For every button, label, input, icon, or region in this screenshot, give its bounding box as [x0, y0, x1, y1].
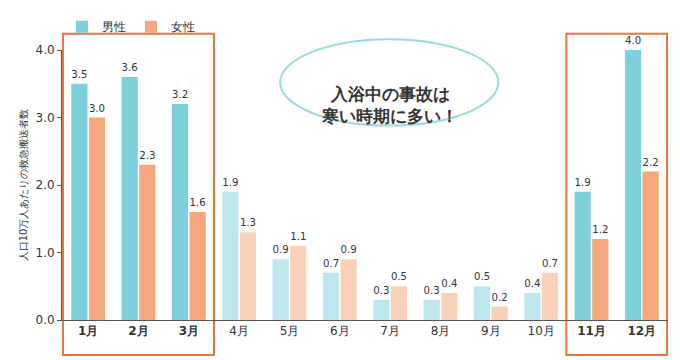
svg-text:人口10万人あたりの救急搬送者数: 人口10万人あたりの救急搬送者数	[18, 109, 29, 262]
svg-text:4.0: 4.0	[36, 43, 55, 57]
svg-text:3月: 3月	[179, 324, 199, 338]
svg-text:3.0: 3.0	[36, 111, 55, 125]
svg-text:2.2: 2.2	[643, 157, 659, 168]
svg-text:6月: 6月	[330, 324, 350, 338]
svg-text:12月: 12月	[627, 324, 656, 338]
svg-text:1.9: 1.9	[575, 177, 591, 188]
svg-text:0.9: 0.9	[341, 244, 357, 255]
svg-text:4.0: 4.0	[625, 35, 641, 46]
svg-text:0.5: 0.5	[391, 271, 407, 282]
svg-text:0.4: 0.4	[524, 278, 540, 289]
svg-text:0.2: 0.2	[492, 292, 508, 303]
svg-text:0.7: 0.7	[542, 258, 558, 269]
svg-text:9月: 9月	[481, 324, 501, 338]
svg-text:0.4: 0.4	[441, 278, 457, 289]
svg-text:7月: 7月	[380, 324, 400, 338]
svg-text:1.9: 1.9	[222, 177, 238, 188]
svg-text:3.2: 3.2	[172, 89, 188, 100]
svg-text:1.3: 1.3	[240, 217, 256, 228]
svg-text:10月: 10月	[528, 324, 555, 338]
svg-text:3.0: 3.0	[89, 103, 105, 114]
svg-text:11月: 11月	[577, 324, 606, 338]
svg-text:1月: 1月	[78, 324, 98, 338]
svg-text:1.1: 1.1	[290, 231, 306, 242]
svg-text:2.0: 2.0	[36, 178, 55, 192]
svg-text:1.0: 1.0	[36, 246, 55, 260]
svg-text:1.6: 1.6	[190, 197, 206, 208]
svg-text:5月: 5月	[280, 324, 300, 338]
svg-text:男性: 男性	[102, 20, 126, 34]
svg-text:2.3: 2.3	[139, 150, 155, 161]
svg-text:0.7: 0.7	[323, 258, 339, 269]
svg-text:0.3: 0.3	[424, 285, 440, 296]
svg-text:4月: 4月	[229, 324, 249, 338]
svg-text:入浴中の事故は寒い時期に多い！: 入浴中の事故は寒い時期に多い！	[321, 84, 458, 126]
svg-text:3.5: 3.5	[71, 69, 87, 80]
svg-text:3.6: 3.6	[122, 62, 138, 73]
svg-text:0.3: 0.3	[373, 285, 389, 296]
svg-text:女性: 女性	[171, 20, 195, 34]
svg-text:0.0: 0.0	[36, 313, 55, 327]
svg-text:0.9: 0.9	[273, 244, 289, 255]
svg-text:0.5: 0.5	[474, 271, 490, 282]
svg-text:1.2: 1.2	[592, 224, 608, 235]
svg-text:8月: 8月	[431, 324, 451, 338]
svg-text:2月: 2月	[128, 324, 148, 338]
